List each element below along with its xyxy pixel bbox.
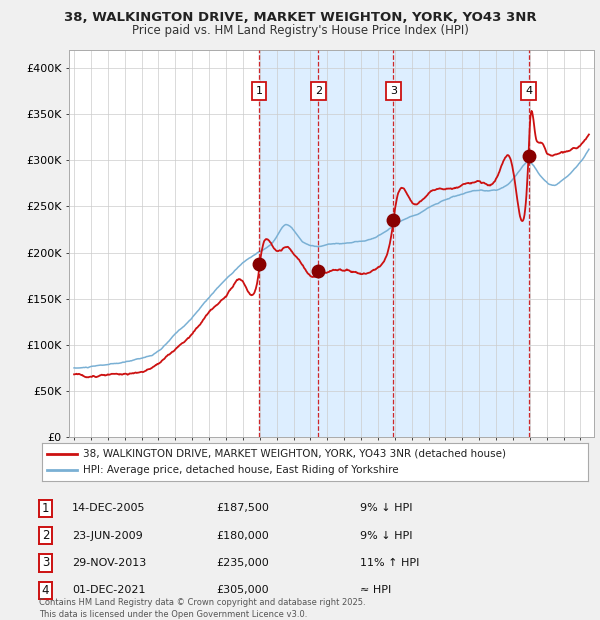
Text: £187,500: £187,500 (216, 503, 269, 513)
Text: 3: 3 (390, 86, 397, 96)
Text: 4: 4 (42, 584, 49, 596)
Text: 9% ↓ HPI: 9% ↓ HPI (360, 531, 413, 541)
Text: 23-JUN-2009: 23-JUN-2009 (72, 531, 143, 541)
Text: 38, WALKINGTON DRIVE, MARKET WEIGHTON, YORK, YO43 3NR: 38, WALKINGTON DRIVE, MARKET WEIGHTON, Y… (64, 11, 536, 24)
Text: Contains HM Land Registry data © Crown copyright and database right 2025.
This d: Contains HM Land Registry data © Crown c… (39, 598, 365, 619)
Text: £180,000: £180,000 (216, 531, 269, 541)
Text: £235,000: £235,000 (216, 558, 269, 568)
Text: 11% ↑ HPI: 11% ↑ HPI (360, 558, 419, 568)
Text: 1: 1 (256, 86, 262, 96)
Text: 9% ↓ HPI: 9% ↓ HPI (360, 503, 413, 513)
Text: 2: 2 (315, 86, 322, 96)
Text: 3: 3 (42, 557, 49, 569)
Text: Price paid vs. HM Land Registry's House Price Index (HPI): Price paid vs. HM Land Registry's House … (131, 24, 469, 37)
Bar (393, 50, 529, 437)
Text: 29-NOV-2013: 29-NOV-2013 (72, 558, 146, 568)
Text: 2: 2 (42, 529, 49, 542)
Text: 14-DEC-2005: 14-DEC-2005 (72, 503, 146, 513)
Bar (259, 50, 319, 437)
Text: 01-DEC-2021: 01-DEC-2021 (72, 585, 146, 595)
Text: HPI: Average price, detached house, East Riding of Yorkshire: HPI: Average price, detached house, East… (83, 465, 398, 475)
Text: 38, WALKINGTON DRIVE, MARKET WEIGHTON, YORK, YO43 3NR (detached house): 38, WALKINGTON DRIVE, MARKET WEIGHTON, Y… (83, 449, 506, 459)
Text: 1: 1 (42, 502, 49, 515)
Text: ≈ HPI: ≈ HPI (360, 585, 391, 595)
Bar (319, 50, 393, 437)
Text: 4: 4 (525, 86, 532, 96)
Text: £305,000: £305,000 (216, 585, 269, 595)
